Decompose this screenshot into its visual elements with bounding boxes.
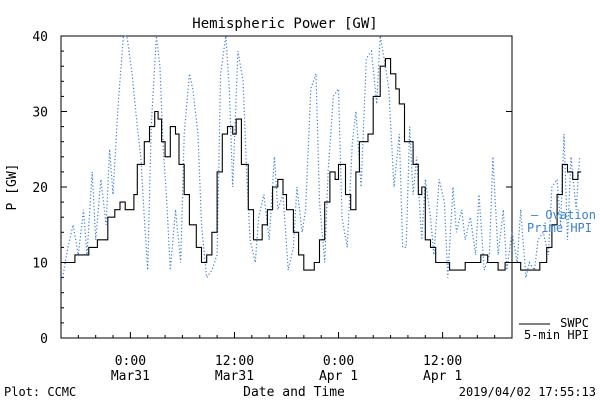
y-axis-label: P [GW] <box>5 164 20 211</box>
y-axis: 0 10 20 30 40 <box>32 30 512 347</box>
y-tick-label: 10 <box>32 257 48 272</box>
legend-ovation-line1: – Ovation <box>531 208 596 222</box>
x-tick-label-time: 12:00 <box>215 354 254 369</box>
x-tick-label-time: 0:00 <box>115 354 146 369</box>
x-axis-label: Date and Time <box>243 385 345 400</box>
plot-timestamp: 2019/04/02 17:55:13 <box>459 385 596 399</box>
x-tick-label-date: Mar31 <box>111 369 150 384</box>
legend-swpc: SWPC 5-min HPI <box>519 316 589 342</box>
swpc-series-line <box>62 58 582 271</box>
x-tick-label-date: Apr 1 <box>319 369 358 384</box>
y-tick-label: 0 <box>40 332 48 347</box>
plot-area <box>62 35 582 280</box>
plot-frame <box>60 35 513 339</box>
y-tick-label: 20 <box>32 181 48 196</box>
legend-ovation: – Ovation Prime HPI <box>527 208 596 235</box>
x-tick-label-time: 0:00 <box>323 354 354 369</box>
ovation-prime-series-line <box>62 35 581 280</box>
chart-title: Hemispheric Power [GW] <box>192 16 377 32</box>
legend-ovation-line2: Prime HPI <box>527 221 592 235</box>
legend-swpc-line1: SWPC <box>560 316 589 330</box>
x-tick-label-date: Mar31 <box>215 369 254 384</box>
legend-swpc-line2: 5-min HPI <box>524 328 589 342</box>
x-tick-label-time: 12:00 <box>423 354 462 369</box>
plot-credit: Plot: CCMC <box>4 385 76 399</box>
y-tick-label: 40 <box>32 30 48 45</box>
x-tick-label-date: Apr 1 <box>423 369 462 384</box>
y-tick-label: 30 <box>32 106 48 121</box>
